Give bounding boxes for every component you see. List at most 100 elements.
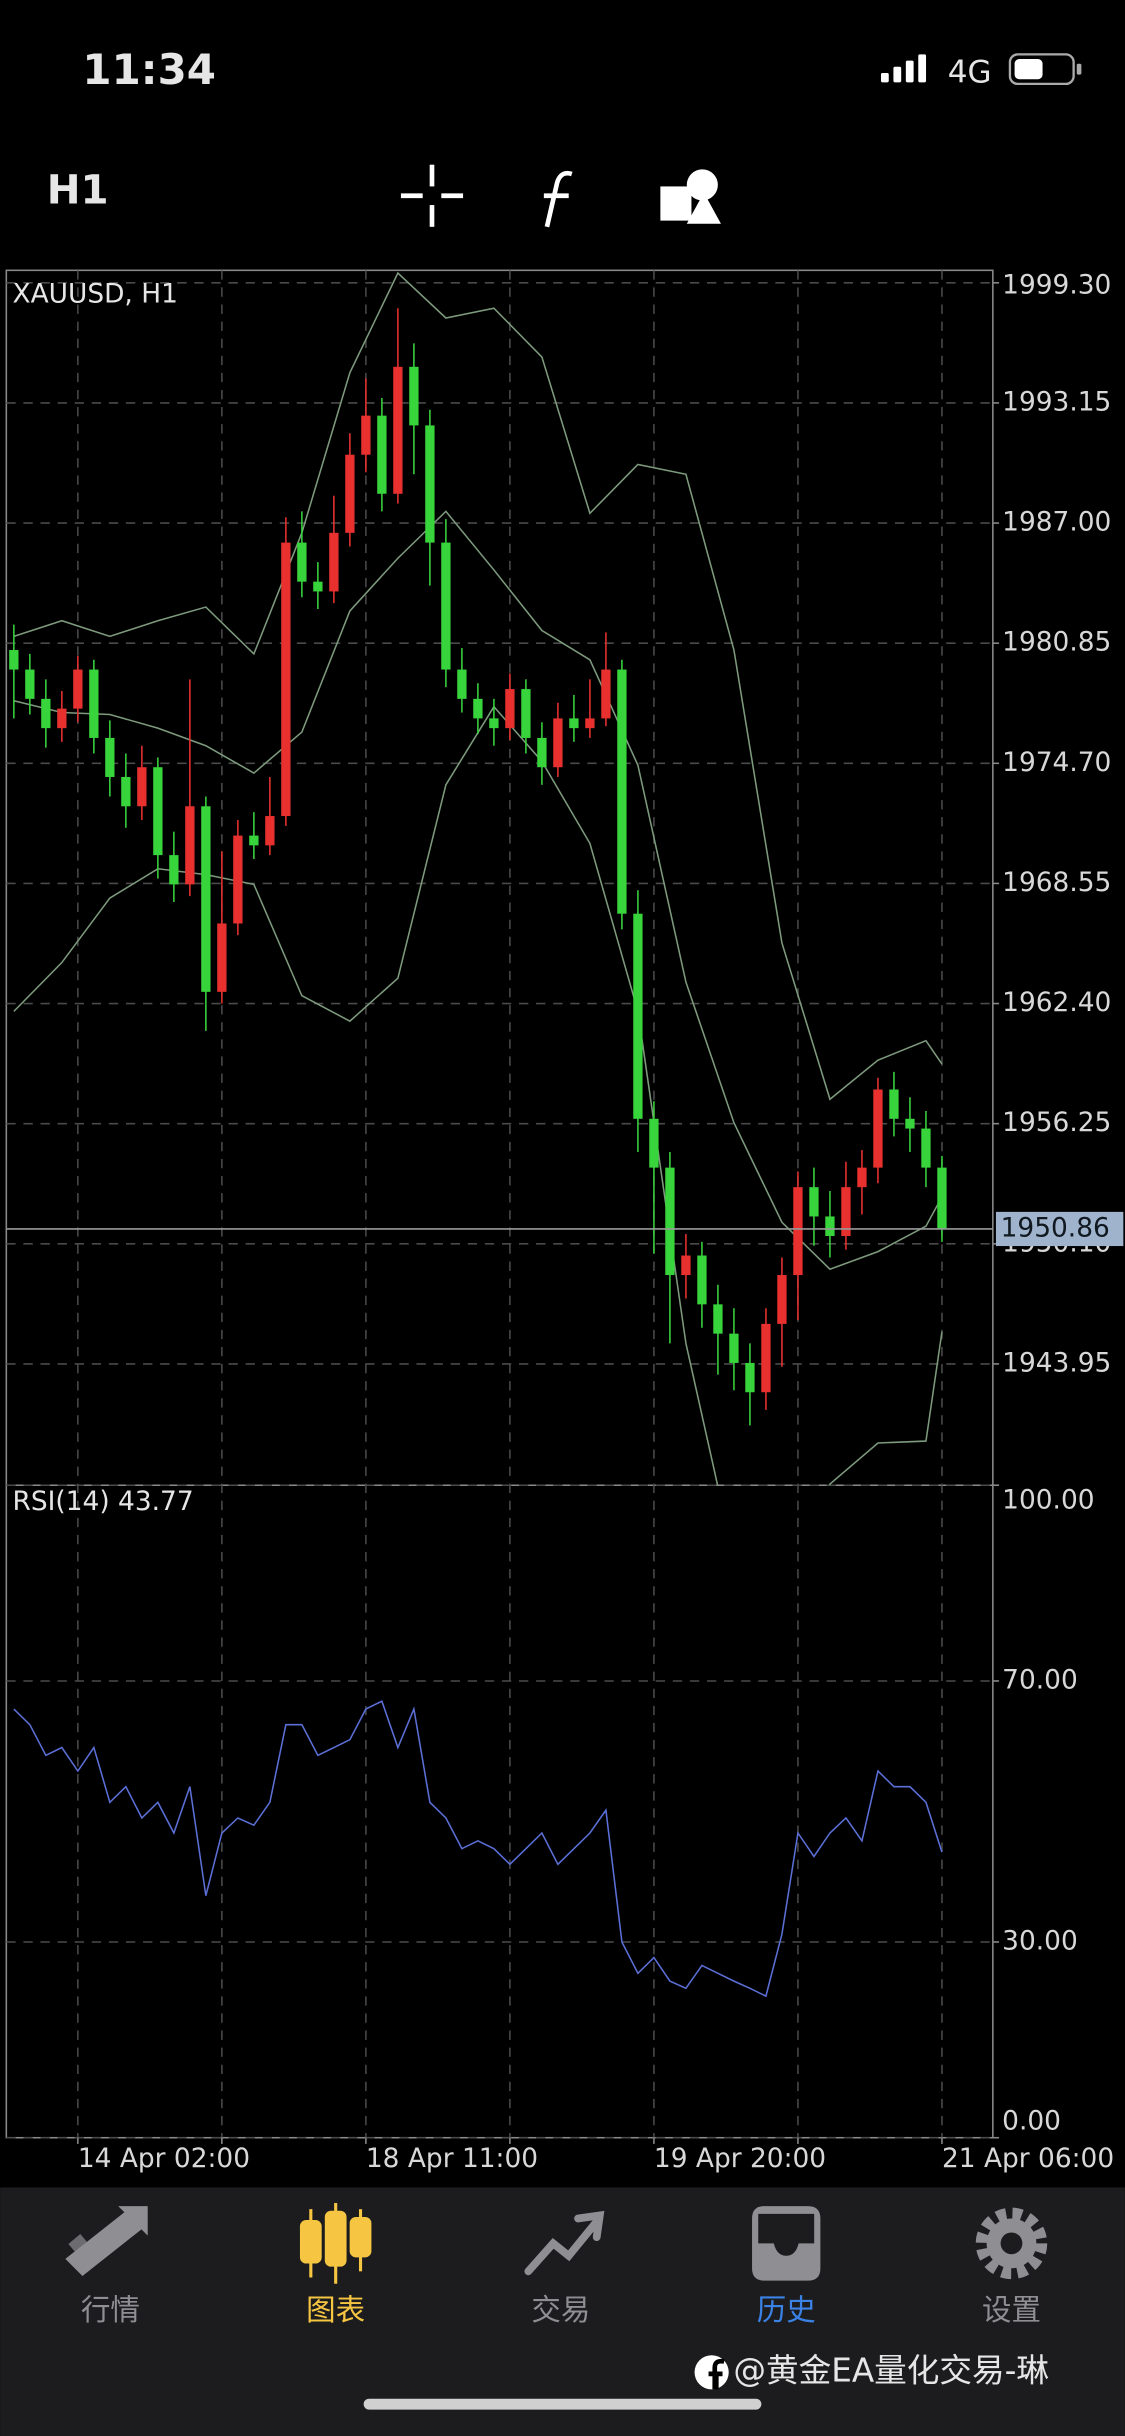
rsi-plot [13,1700,943,1998]
y-tick-label: 1980.85 [1002,627,1111,658]
candle-body [921,1128,931,1168]
candle-body [569,718,579,729]
candle-body [793,1187,803,1276]
chart-frame [5,269,994,2139]
candle-body [745,1362,755,1393]
settings-icon [975,2207,1048,2280]
bollinger-upper [13,271,943,1101]
candle-body [377,415,387,494]
candle-body [857,1167,867,1188]
candle-body [329,532,339,592]
network-label: 4G [948,54,992,90]
axes: 1999.30 1993.15 1987.00 1980.85 1974.70 1968.… [6,269,1124,2174]
candle-body [121,776,131,807]
grid [6,270,993,2139]
candle-body [345,454,355,533]
candle-body [393,366,403,494]
y-tick-label: 1962.40 [1002,987,1111,1018]
candle-body [761,1323,771,1393]
candle-body [233,835,243,924]
y-tick-label: 1974.70 [1002,747,1111,778]
y-tick-label: 1943.95 [1002,1347,1111,1378]
candle-body [585,718,595,729]
candle-body [201,806,211,992]
candle-body [361,415,371,455]
candle-body [505,689,515,729]
price-plot [9,271,947,1486]
last-price-label: 1950.86 [1001,1212,1110,1243]
tab-label[interactable]: 行情 [81,2293,140,2327]
quotes-icon [65,2206,148,2276]
objects-button[interactable] [660,169,721,224]
battery-icon [1008,53,1082,86]
trade-icon [524,2210,605,2276]
candle-body [409,366,419,426]
tab-label[interactable]: 历史 [757,2293,816,2327]
candle-body [185,806,195,885]
candle-body [265,816,275,846]
candle-body [441,542,451,670]
candle-body [25,669,35,699]
rsi-panel-title: RSI(14) 43.77 [13,1486,194,1517]
candle-body [889,1089,899,1119]
candle-body [489,718,499,729]
candle-body [809,1187,819,1217]
home-indicator [363,2398,762,2410]
candle-body [601,669,611,719]
x-tick-label: 21 Apr 06:00 [942,2143,1114,2174]
candle-body [777,1275,787,1324]
timeframe-button[interactable]: H1 [47,167,109,214]
candle-body [649,1118,659,1168]
tab-bar [0,2187,1125,2436]
tab-label[interactable]: 交易 [531,2293,590,2327]
y-tick-label: 70.00 [1002,1664,1078,1695]
x-tick-label: 18 Apr 11:00 [366,2143,538,2174]
x-tick-label: 19 Apr 20:00 [654,2143,826,2174]
candle-body [217,923,227,992]
chart-icon [299,2202,372,2284]
candle-body [905,1118,915,1129]
history-icon [752,2206,821,2281]
candle-body [713,1304,723,1334]
y-tick-label: 100.00 [1002,1484,1094,1515]
watermark-text: @黄金EA量化交易-琳 [733,2351,1049,2389]
candle-body [697,1255,707,1305]
candle-body [425,425,435,543]
candle-body [633,913,643,1119]
candle-body [73,669,83,709]
y-tick-label: 1993.15 [1002,386,1111,417]
candle-body [57,708,67,729]
y-tick-label: 1999.30 [1002,269,1111,300]
last-price-box [995,1211,1124,1247]
candle-body [617,669,627,914]
candle-body [937,1167,947,1229]
candle-body [729,1333,739,1363]
crosshair-button[interactable] [400,164,464,227]
y-tick-label: 0.00 [1002,2106,1061,2137]
candle-body [297,542,307,582]
tab-label[interactable]: 图表 [306,2293,365,2327]
candle-body [313,581,323,592]
watermark: @黄金EA量化交易-琳 [694,2351,1049,2390]
y-tick-label: 1956.25 [1002,1107,1111,1138]
bollinger-middle [13,510,943,1271]
status-time: 11:34 [82,45,216,94]
tab-label[interactable]: 设置 [982,2293,1041,2327]
candle-body [105,737,115,777]
candle-body [521,689,531,738]
indicator-button[interactable] [543,170,573,228]
candle-body [665,1167,675,1276]
candle-body [41,698,51,729]
y-tick-label: 1987.00 [1002,507,1111,538]
signal-icon [880,54,927,83]
candle-body [9,650,19,670]
price-panel-title: XAUUSD, H1 [13,279,178,310]
candle-body [457,669,467,699]
candle-body [537,737,547,768]
candle-body [553,718,563,768]
candle-body [825,1216,835,1236]
